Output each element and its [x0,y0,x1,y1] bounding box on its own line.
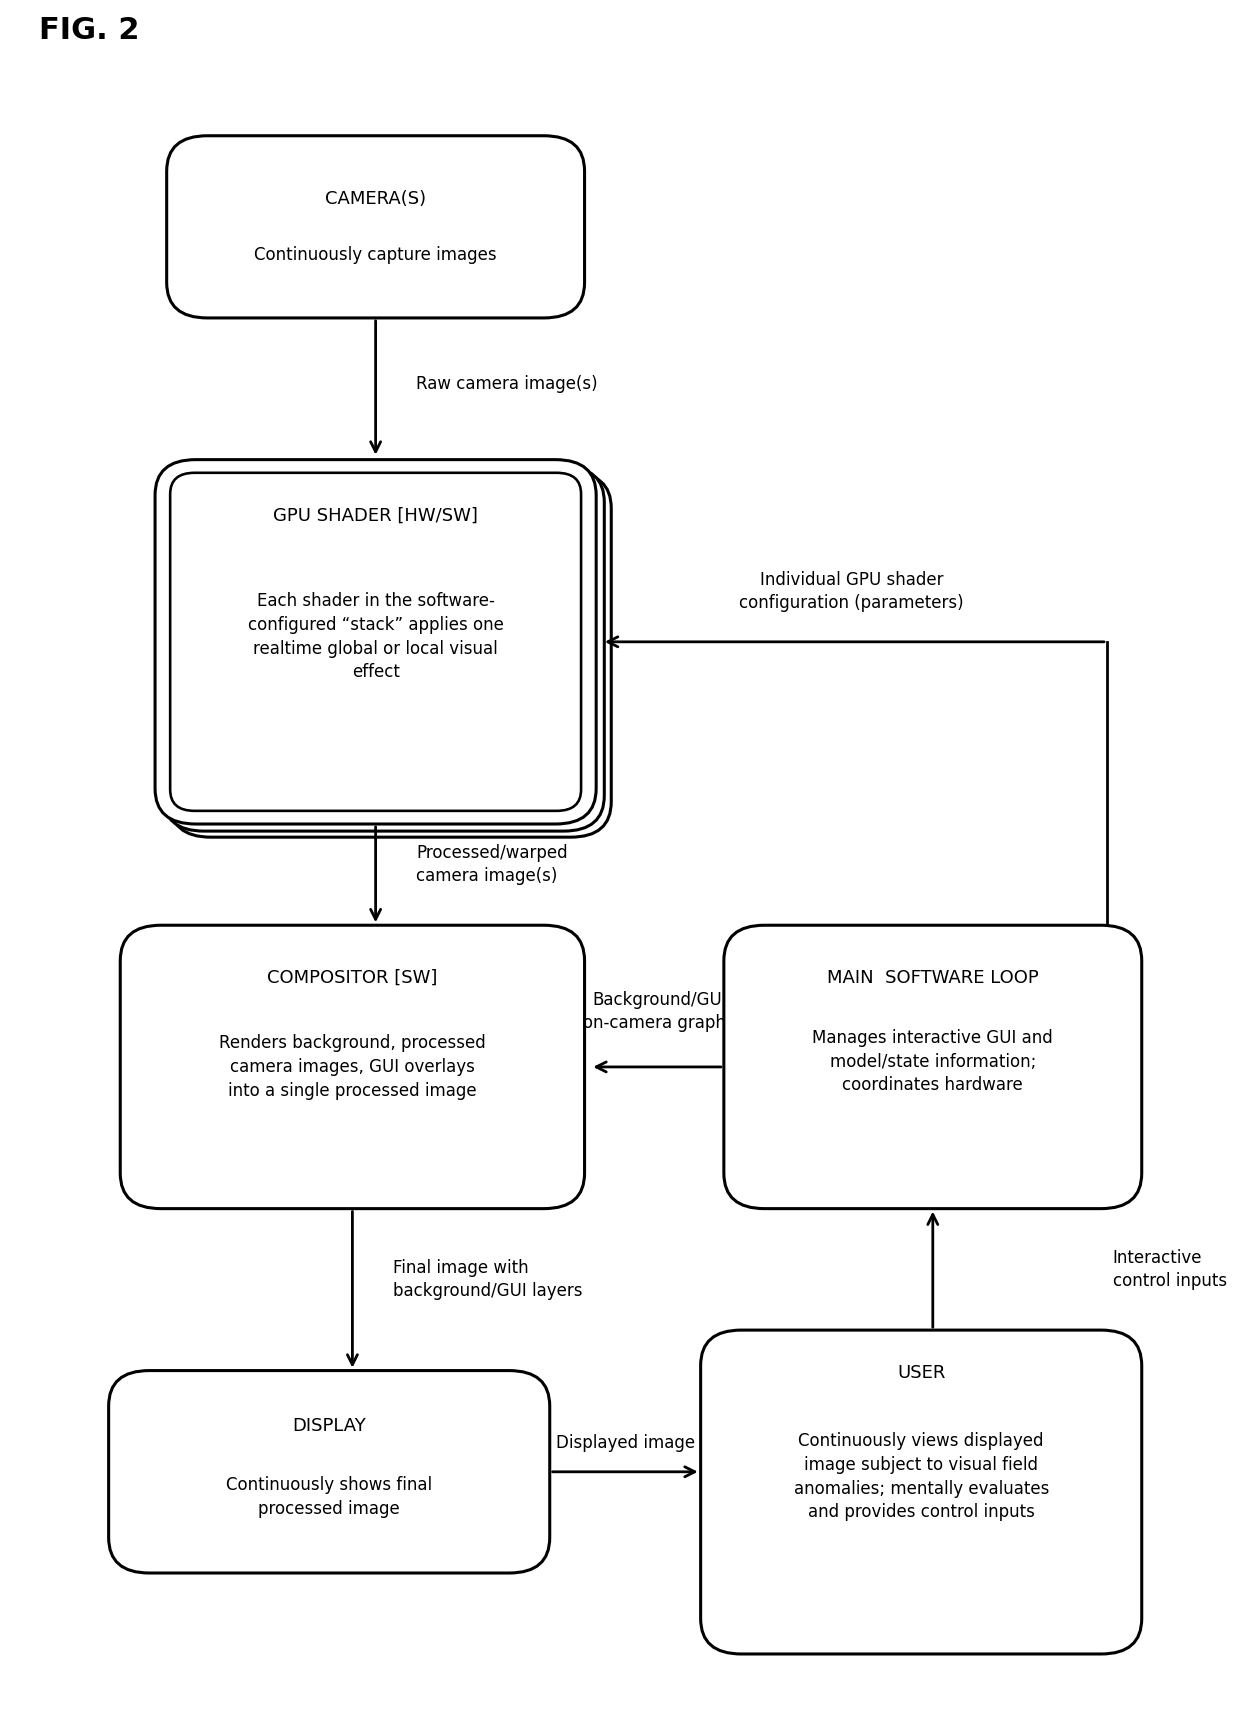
Text: Displayed image: Displayed image [556,1435,694,1452]
FancyBboxPatch shape [701,1330,1142,1655]
Text: Individual GPU shader
configuration (parameters): Individual GPU shader configuration (par… [739,571,963,612]
Text: Continuously views displayed
image subject to visual field
anomalies; mentally e: Continuously views displayed image subje… [794,1432,1049,1522]
Text: Raw camera image(s): Raw camera image(s) [417,375,598,392]
FancyBboxPatch shape [155,460,596,825]
Text: Processed/warped
camera image(s): Processed/warped camera image(s) [417,844,568,885]
Text: GPU SHADER [HW/SW]: GPU SHADER [HW/SW] [273,507,479,524]
Text: Continuously capture images: Continuously capture images [254,246,497,265]
FancyBboxPatch shape [170,472,611,837]
Text: CAMERA(S): CAMERA(S) [325,190,427,207]
Text: DISPLAY: DISPLAY [293,1418,366,1435]
FancyBboxPatch shape [724,925,1142,1209]
Text: Background/GUI
(non-camera graphics): Background/GUI (non-camera graphics) [565,991,754,1032]
FancyBboxPatch shape [120,925,584,1209]
Text: Each shader in the software-
configured “stack” applies one
realtime global or l: Each shader in the software- configured … [248,593,503,681]
Text: USER: USER [897,1364,945,1381]
FancyBboxPatch shape [166,137,584,318]
Text: COMPOSITOR [SW]: COMPOSITOR [SW] [267,968,438,987]
FancyBboxPatch shape [109,1371,549,1573]
Text: Manages interactive GUI and
model/state information;
coordinates hardware: Manages interactive GUI and model/state … [812,1029,1053,1094]
Text: Continuously shows final
processed image: Continuously shows final processed image [226,1477,433,1518]
Text: Interactive
control inputs: Interactive control inputs [1112,1248,1226,1290]
Text: MAIN  SOFTWARE LOOP: MAIN SOFTWARE LOOP [827,968,1039,987]
Text: Renders background, processed
camera images, GUI overlays
into a single processe: Renders background, processed camera ima… [219,1034,486,1100]
FancyBboxPatch shape [170,472,582,811]
Text: FIG. 2: FIG. 2 [38,16,139,45]
Text: Final image with
background/GUI layers: Final image with background/GUI layers [393,1259,583,1300]
FancyBboxPatch shape [164,467,604,832]
